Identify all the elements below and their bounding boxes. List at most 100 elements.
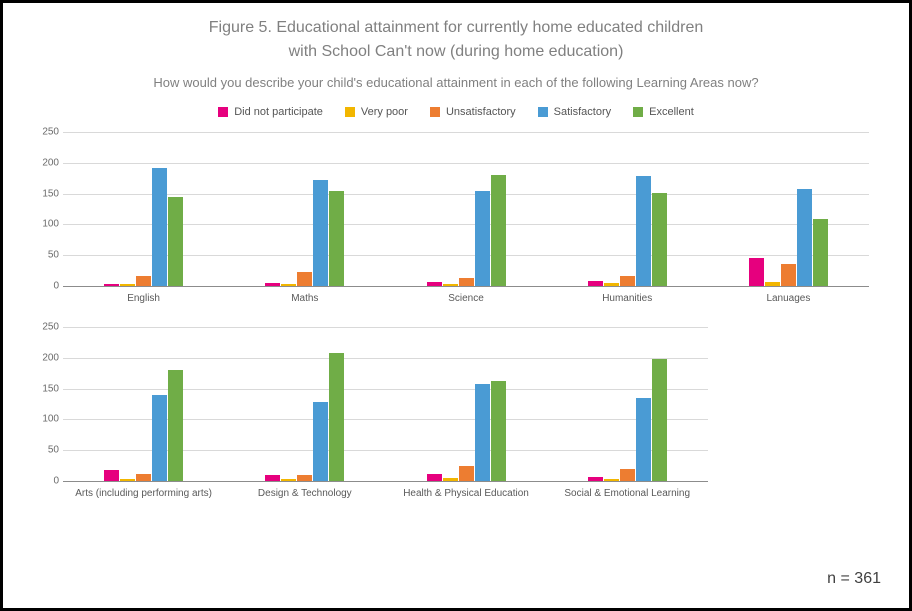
grid-line xyxy=(63,286,869,287)
bar-group: Arts (including performing arts) xyxy=(63,327,224,481)
bar xyxy=(636,176,651,286)
legend-item: Did not participate xyxy=(218,106,323,118)
bar-group: Lanuages xyxy=(708,132,869,286)
chart-area: 0 50 100 150 200 250 EnglishMathsScienceHumani… xyxy=(23,132,889,502)
bar-group: Health & Physical Education xyxy=(385,327,546,481)
bar xyxy=(588,281,603,286)
bar xyxy=(475,191,490,286)
bar xyxy=(329,353,344,481)
legend-swatch xyxy=(538,107,548,117)
legend-label: Excellent xyxy=(649,106,694,118)
bar xyxy=(329,191,344,286)
x-tick-label: Maths xyxy=(224,293,385,304)
bar-group: Science xyxy=(385,132,546,286)
bar xyxy=(620,276,635,286)
legend-swatch xyxy=(633,107,643,117)
sample-size-label: n = 361 xyxy=(827,570,881,588)
bar xyxy=(168,197,183,286)
y-tick-label: 50 xyxy=(31,445,59,456)
bar xyxy=(136,474,151,481)
bar-group: Humanities xyxy=(547,132,708,286)
bar xyxy=(297,272,312,286)
x-tick-label: English xyxy=(63,293,224,304)
x-tick-label: Health & Physical Education xyxy=(385,488,546,499)
y-tick-label: 0 xyxy=(31,476,59,487)
bar xyxy=(168,370,183,481)
bar xyxy=(152,168,167,286)
bar xyxy=(427,282,442,286)
bar xyxy=(636,398,651,481)
legend: Did not participate Very poor Unsatisfacto… xyxy=(23,106,889,118)
bar xyxy=(443,284,458,286)
legend-item: Very poor xyxy=(345,106,408,118)
legend-item: Unsatisfactory xyxy=(430,106,516,118)
x-tick-label: Arts (including performing arts) xyxy=(63,488,224,499)
bar xyxy=(652,359,667,481)
y-tick-label: 100 xyxy=(31,414,59,425)
bar xyxy=(620,469,635,481)
bar xyxy=(427,474,442,481)
bar-groups: EnglishMathsScienceHumanitiesLanuages xyxy=(63,132,869,286)
bar xyxy=(120,284,135,286)
bar xyxy=(104,470,119,481)
x-tick-label: Lanuages xyxy=(708,293,869,304)
y-tick-label: 200 xyxy=(31,157,59,168)
legend-item: Excellent xyxy=(633,106,694,118)
plot-area: 050100150200250EnglishMathsScienceHumani… xyxy=(63,132,869,287)
bar xyxy=(588,477,603,481)
y-tick-label: 200 xyxy=(31,352,59,363)
bar xyxy=(781,264,796,286)
y-tick-label: 100 xyxy=(31,219,59,230)
legend-label: Unsatisfactory xyxy=(446,106,516,118)
x-tick-label: Science xyxy=(385,293,546,304)
y-tick-label: 50 xyxy=(31,250,59,261)
plot-area: 050100150200250Arts (including performin… xyxy=(63,327,708,482)
legend-label: Did not participate xyxy=(234,106,323,118)
y-tick-label: 250 xyxy=(31,322,59,333)
bar-groups: Arts (including performing arts)Design &… xyxy=(63,327,708,481)
bar xyxy=(136,276,151,286)
bar-group: Maths xyxy=(224,132,385,286)
bar xyxy=(459,278,474,286)
bar-group: English xyxy=(63,132,224,286)
bar xyxy=(459,466,474,481)
bar xyxy=(265,475,280,481)
bar xyxy=(604,283,619,286)
bar xyxy=(313,180,328,286)
bar xyxy=(491,381,506,481)
y-tick-label: 250 xyxy=(31,127,59,138)
bar xyxy=(491,175,506,286)
x-tick-label: Design & Technology xyxy=(224,488,385,499)
y-tick-label: 150 xyxy=(31,383,59,394)
legend-swatch xyxy=(345,107,355,117)
legend-item: Satisfactory xyxy=(538,106,611,118)
y-tick-label: 150 xyxy=(31,188,59,199)
bar xyxy=(813,219,828,286)
bar-group: Social & Emotional Learning xyxy=(547,327,708,481)
chart-row: 050100150200250Arts (including performin… xyxy=(23,327,889,502)
bar xyxy=(281,284,296,286)
legend-swatch xyxy=(218,107,228,117)
bar xyxy=(443,478,458,481)
figure-question: How would you describe your child's educ… xyxy=(23,75,889,90)
bar-group: Design & Technology xyxy=(224,327,385,481)
figure-subtitle: with School Can't now (during home educa… xyxy=(23,43,889,61)
x-tick-label: Social & Emotional Learning xyxy=(547,488,708,499)
x-tick-label: Humanities xyxy=(547,293,708,304)
bar xyxy=(265,283,280,286)
legend-label: Satisfactory xyxy=(554,106,611,118)
bar xyxy=(604,479,619,481)
bar xyxy=(281,479,296,481)
bar xyxy=(104,284,119,286)
bar xyxy=(765,282,780,286)
bar xyxy=(749,258,764,286)
bar xyxy=(313,402,328,481)
bar xyxy=(120,479,135,481)
bar xyxy=(297,475,312,481)
y-tick-label: 0 xyxy=(31,281,59,292)
bar xyxy=(797,189,812,286)
legend-label: Very poor xyxy=(361,106,408,118)
figure-frame: Figure 5. Educational attainment for cur… xyxy=(0,0,912,611)
bar xyxy=(152,395,167,481)
bar xyxy=(652,193,667,286)
